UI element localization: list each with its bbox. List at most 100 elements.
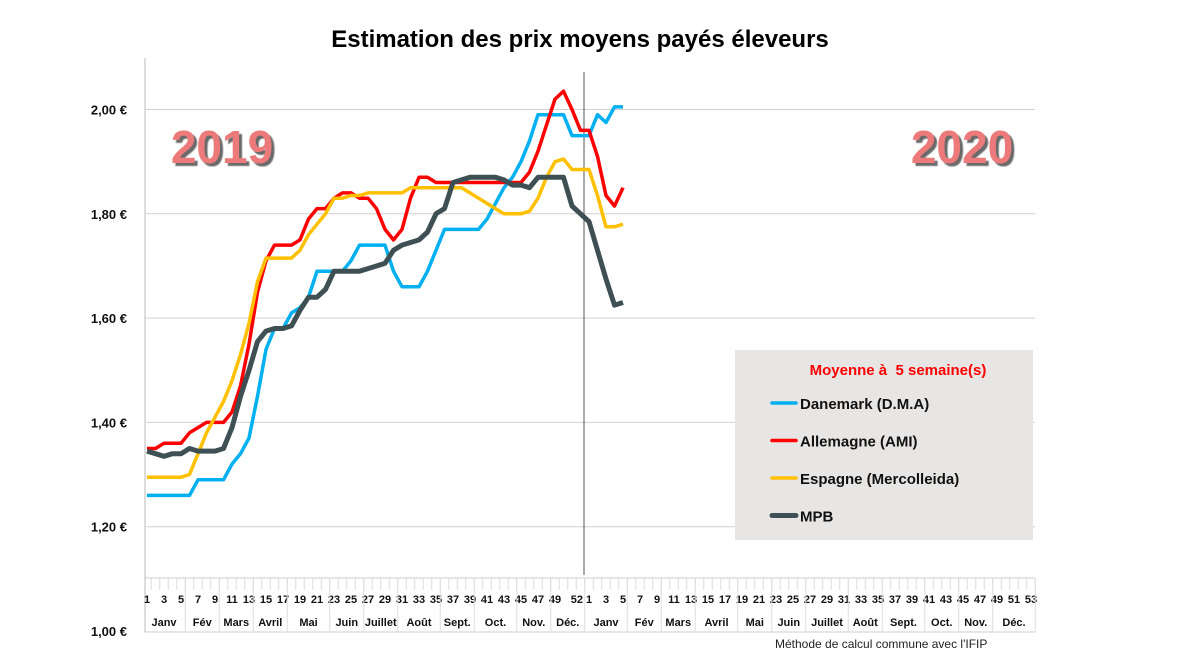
month-label: Avril xyxy=(258,617,282,629)
series-lines xyxy=(146,89,625,498)
legend-label: Allemagne (AMI) xyxy=(800,434,918,451)
week-label: 1 xyxy=(586,594,592,606)
week-label: 21 xyxy=(753,594,765,606)
week-label: 49 xyxy=(549,594,561,606)
week-label: 39 xyxy=(906,594,918,606)
month-label: Mai xyxy=(299,617,317,629)
year-label: 2020 xyxy=(911,121,1013,173)
month-label: Fév xyxy=(193,617,213,629)
week-label: 25 xyxy=(345,594,357,606)
month-label: Sept. xyxy=(444,617,471,629)
week-label: 25 xyxy=(787,594,799,606)
month-label: Janv xyxy=(151,617,177,629)
y-tick-label: 1,60 € xyxy=(91,311,127,326)
series-line-3 xyxy=(146,174,624,459)
legend-label: Danemark (D.M.A) xyxy=(800,396,929,413)
week-label: 15 xyxy=(260,594,272,606)
week-label: 31 xyxy=(838,594,850,606)
week-label: 27 xyxy=(362,594,374,606)
week-label: 5 xyxy=(178,594,184,606)
y-tick-label: 1,20 € xyxy=(91,520,127,535)
week-label: 47 xyxy=(974,594,986,606)
week-label: 33 xyxy=(855,594,867,606)
week-label: 29 xyxy=(379,594,391,606)
month-label: Nov. xyxy=(964,617,987,629)
week-label: 17 xyxy=(719,594,731,606)
week-label: 29 xyxy=(821,594,833,606)
legend-label: MPB xyxy=(800,509,834,526)
month-label: Fév xyxy=(635,617,655,629)
week-label: 37 xyxy=(447,594,459,606)
month-label: Août xyxy=(853,617,878,629)
y-axis: 1,00 € 1,20 € 1,40 € 1,60 € 1,80 € 2,00 € xyxy=(91,103,127,640)
series-line-2 xyxy=(147,157,624,479)
y-tick-label: 2,00 € xyxy=(91,103,127,118)
month-label: Déc. xyxy=(1002,617,1025,629)
week-label: 37 xyxy=(889,594,901,606)
week-label: 39 xyxy=(464,594,476,606)
series-line-0 xyxy=(147,105,623,498)
week-label: 23 xyxy=(328,594,340,606)
month-label: Mai xyxy=(746,617,764,629)
week-label: 15 xyxy=(702,594,714,606)
month-label: Avril xyxy=(704,617,728,629)
y-tick-label: 1,00 € xyxy=(91,624,127,639)
week-label: 27 xyxy=(804,594,816,606)
year-labels: 2019 2020 xyxy=(171,121,1013,173)
week-label: 9 xyxy=(654,594,660,606)
week-label: 3 xyxy=(161,594,167,606)
week-label: 35 xyxy=(872,594,884,606)
week-label: 41 xyxy=(923,594,935,606)
week-label: 5 xyxy=(620,594,626,606)
week-label: 45 xyxy=(515,594,527,606)
legend-box xyxy=(735,350,1033,540)
week-label: 19 xyxy=(294,594,306,606)
week-label: 47 xyxy=(532,594,544,606)
week-label: 45 xyxy=(957,594,969,606)
chart-title: Estimation des prix moyens payés éleveur… xyxy=(331,26,829,53)
week-label: 23 xyxy=(770,594,782,606)
week-label: 21 xyxy=(311,594,323,606)
x-axis: 1 3 5 7 9 11 13 15 17 19 21 23 25 27 29 31 33 35 37 39 41 43 4… xyxy=(144,577,1037,633)
week-label: 11 xyxy=(668,594,680,606)
month-label: Juin xyxy=(335,617,358,629)
month-label: Déc. xyxy=(556,617,579,629)
week-label: 43 xyxy=(940,594,952,606)
week-label: 31 xyxy=(396,594,408,606)
week-label: 51 xyxy=(1008,594,1020,606)
month-label: Mars xyxy=(665,617,691,629)
week-label: 43 xyxy=(498,594,510,606)
week-label: 3 xyxy=(603,594,609,606)
month-label: Sept. xyxy=(890,617,917,629)
week-label: 19 xyxy=(736,594,748,606)
y-tick-label: 1,80 € xyxy=(91,207,127,222)
month-label: Juillet xyxy=(365,617,397,629)
month-label: Juin xyxy=(777,617,800,629)
week-label: 17 xyxy=(277,594,289,606)
week-label: 1 xyxy=(144,594,150,606)
month-label: Oct. xyxy=(931,617,952,629)
week-label: 13 xyxy=(685,594,697,606)
month-label: Mars xyxy=(223,617,249,629)
month-label: Oct. xyxy=(485,617,506,629)
week-label: 35 xyxy=(430,594,442,606)
y-tick-label: 1,40 € xyxy=(91,415,127,430)
legend-label: Espagne (Mercolleida) xyxy=(800,471,959,488)
week-label: 7 xyxy=(195,594,201,606)
week-label: 33 xyxy=(413,594,425,606)
month-label: Janv xyxy=(593,617,619,629)
month-label: Nov. xyxy=(522,617,545,629)
week-label: 9 xyxy=(212,594,218,606)
week-label: 52 xyxy=(571,594,583,606)
week-label: 13 xyxy=(243,594,255,606)
week-label: 11 xyxy=(226,594,238,606)
week-label: 53 xyxy=(1025,594,1037,606)
series-line-1 xyxy=(147,89,625,451)
month-label: Juillet xyxy=(811,617,843,629)
legend-title: Moyenne à 5 semaine(s) xyxy=(810,362,987,379)
footnote: Méthode de calcul commune avec l'IFIP xyxy=(775,637,987,651)
month-label: Août xyxy=(406,617,431,629)
gridlines xyxy=(144,58,1035,632)
year-label: 2019 xyxy=(171,121,273,173)
